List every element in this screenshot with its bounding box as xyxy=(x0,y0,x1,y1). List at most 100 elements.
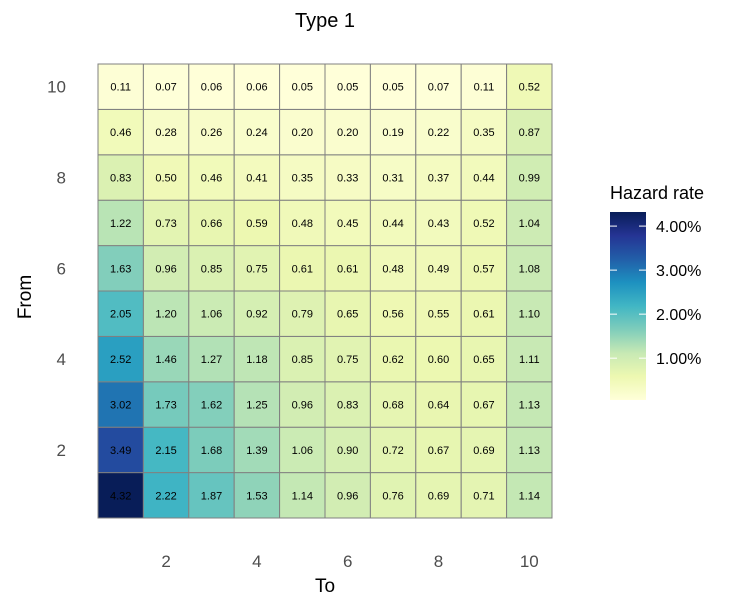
heatmap-cells: 4.32 2.22 1.87 1.53 1.14 0.96 0.76 0.69 0.71 1.14… xyxy=(97,63,553,519)
heatmap-cell xyxy=(506,472,553,519)
heatmap-cell xyxy=(506,108,553,156)
cell-value-label: 0.83 xyxy=(110,173,131,185)
cell-value-label: 0.07 xyxy=(155,82,176,94)
heatmap-cell xyxy=(506,63,553,110)
cell-value-label: 1.20 xyxy=(155,309,176,321)
heatmap-cell xyxy=(415,335,462,383)
x-tick-label: 6 xyxy=(343,552,352,571)
cell-value-label: 0.48 xyxy=(382,263,403,275)
cell-value-label: 1.68 xyxy=(201,445,222,457)
cell-value-label: 0.62 xyxy=(382,354,403,366)
cell-value-label: 0.05 xyxy=(337,82,358,94)
heatmap-cell xyxy=(460,290,508,337)
heatmap-cell xyxy=(233,245,281,292)
cell-value-label: 0.76 xyxy=(382,490,403,502)
heatmap-cell xyxy=(279,245,326,292)
cell-value-label: 1.73 xyxy=(155,400,176,412)
heatmap-cell xyxy=(97,199,144,247)
heatmap-cell xyxy=(415,472,462,519)
cell-value-label: 2.15 xyxy=(155,445,176,457)
cell-value-label: 1.27 xyxy=(201,354,222,366)
cell-value-label: 1.11 xyxy=(519,354,540,366)
heatmap-cell xyxy=(460,108,508,156)
cell-value-label: 0.46 xyxy=(110,127,131,139)
legend-tick-label: 1.00% xyxy=(656,351,701,368)
heatmap-cell xyxy=(324,108,371,156)
heatmap-cell xyxy=(324,199,371,247)
heatmap-cell xyxy=(233,154,281,201)
cell-value-label: 0.99 xyxy=(519,173,540,185)
heatmap-cell xyxy=(460,199,508,247)
x-tick-label: 8 xyxy=(434,552,443,571)
legend-title: Hazard rate xyxy=(610,183,704,203)
heatmap-cell xyxy=(506,154,553,201)
heatmap-cell xyxy=(324,335,371,383)
heatmap-cell xyxy=(142,426,190,474)
heatmap-cell xyxy=(97,108,144,156)
cell-value-label: 0.49 xyxy=(428,263,449,275)
cell-value-label: 0.92 xyxy=(246,309,267,321)
cell-value-label: 1.53 xyxy=(246,490,267,502)
cell-value-label: 3.02 xyxy=(110,400,131,412)
heatmap-cell xyxy=(233,63,281,110)
cell-value-label: 0.68 xyxy=(382,400,403,412)
cell-value-label: 0.07 xyxy=(428,82,449,94)
cell-value-label: 0.60 xyxy=(428,354,449,366)
heatmap-cell xyxy=(324,63,371,110)
cell-value-label: 2.52 xyxy=(110,354,131,366)
cell-value-label: 0.61 xyxy=(473,309,494,321)
y-tick-label: 6 xyxy=(57,259,66,278)
cell-value-label: 1.13 xyxy=(519,445,540,457)
cell-value-label: 0.85 xyxy=(292,354,313,366)
x-axis-label: To xyxy=(315,576,335,597)
cell-value-label: 0.46 xyxy=(201,173,222,185)
heatmap-cell xyxy=(506,199,553,247)
chart-title: Type 1 xyxy=(295,10,355,32)
heatmap-cell xyxy=(369,154,417,201)
heatmap-cell xyxy=(142,63,190,110)
cell-value-label: 1.25 xyxy=(246,400,267,412)
cell-value-label: 0.67 xyxy=(428,445,449,457)
cell-value-label: 0.50 xyxy=(155,173,176,185)
cell-value-label: 3.49 xyxy=(110,445,131,457)
y-tick-label: 8 xyxy=(57,169,66,188)
cell-value-label: 0.87 xyxy=(519,127,540,139)
y-axis-ticks: 2 4 6 8 10 xyxy=(47,78,66,460)
legend-tick-label: 3.00% xyxy=(656,263,701,280)
legend-color-bar xyxy=(610,212,646,400)
heatmap-cell xyxy=(97,290,144,337)
heatmap-cell xyxy=(506,245,553,292)
cell-value-label: 0.64 xyxy=(428,400,449,412)
cell-value-label: 0.66 xyxy=(201,218,222,230)
cell-value-label: 1.87 xyxy=(201,490,222,502)
heatmap-cell xyxy=(369,426,417,474)
x-axis-ticks: 2 4 6 8 10 xyxy=(161,552,538,571)
cell-value-label: 0.37 xyxy=(428,173,449,185)
heatmap-cell xyxy=(415,199,462,247)
y-tick-label: 4 xyxy=(57,350,66,369)
cell-value-label: 0.06 xyxy=(201,82,222,94)
cell-value-label: 1.14 xyxy=(292,490,313,502)
heatmap-cell xyxy=(188,108,235,156)
cell-value-label: 1.39 xyxy=(246,445,267,457)
heatmap-cell xyxy=(97,381,144,428)
cell-value-label: 1.04 xyxy=(519,218,540,230)
cell-value-label: 1.13 xyxy=(519,400,540,412)
cell-value-label: 1.18 xyxy=(246,354,267,366)
cell-value-label: 0.61 xyxy=(292,263,313,275)
cell-value-label: 0.67 xyxy=(473,400,494,412)
heatmap-cell xyxy=(279,472,326,519)
cell-value-label: 0.55 xyxy=(428,309,449,321)
legend-tick-label: 2.00% xyxy=(656,307,701,324)
cell-value-label: 0.05 xyxy=(382,82,403,94)
heatmap-cell xyxy=(506,426,553,474)
x-tick-label: 10 xyxy=(520,552,539,571)
heatmap-cell xyxy=(188,381,235,428)
legend-tick-label: 4.00% xyxy=(656,219,701,236)
cell-value-label: 0.96 xyxy=(292,400,313,412)
cell-value-label: 0.26 xyxy=(201,127,222,139)
cell-value-label: 4.32 xyxy=(110,490,131,502)
heatmap-cell xyxy=(460,472,508,519)
heatmap-cell xyxy=(460,63,508,110)
heatmap-cell xyxy=(369,472,417,519)
